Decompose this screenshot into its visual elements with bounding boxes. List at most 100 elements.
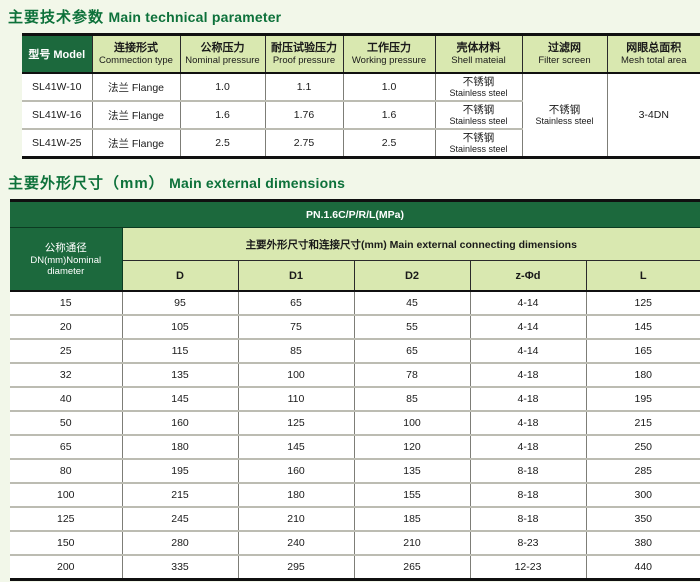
dim-cell: 120 [353, 434, 470, 459]
dim-cell: 145 [585, 314, 700, 339]
dim-cell: 8-18 [469, 482, 586, 507]
dim-cell: 155 [353, 482, 470, 507]
tech-cell: 2.5 [179, 128, 265, 158]
tech-cell: 1.0 [342, 73, 435, 101]
tech-col-header-3: 耐压试验压力 Proof pressure [264, 34, 343, 73]
dim-cell: 85 [353, 386, 470, 411]
tech-col-header-0: 型号 Model [22, 34, 92, 73]
pn-header-cell: PN.1.6C/P/R/L(MPa) [10, 200, 700, 228]
dim-cell: 440 [585, 554, 700, 580]
dim-row: 65 180 145 120 4-18 250 [10, 434, 700, 459]
dim-cell: 115 [121, 338, 238, 363]
dim-cell: 145 [237, 434, 354, 459]
dimensions-section-title: 主要外形尺寸（mm） Main external dimensions [8, 174, 700, 193]
dim-cell: 4-18 [469, 386, 586, 411]
tech-row: SL41W-16 法兰 Flange 1.6 1.76 1.6 不锈钢 Stainless … [22, 100, 700, 129]
tech-cell: SL41W-10 [22, 73, 92, 101]
pn-header-row: PN.1.6C/P/R/L(MPa) [10, 200, 700, 228]
dim-cell: 8-18 [469, 458, 586, 483]
dim-cell: 135 [121, 362, 238, 387]
tech-cell: 1.1 [264, 73, 343, 101]
dim-cell: 65 [237, 291, 354, 315]
dim-cell: 250 [585, 434, 700, 459]
dn-header-en-line1: DN(mm)Nominal [30, 254, 102, 266]
dim-cell: 105 [121, 314, 238, 339]
dn-header-zh: 公称通径 [44, 241, 87, 254]
group-header-row: 公称通径 DN(mm)Nominal diameter 主要外形尺寸和连接尺寸(… [10, 227, 700, 291]
dim-cell: 4-18 [469, 362, 586, 387]
dim-cell: 4-18 [469, 434, 586, 459]
dim-cell: 200 [10, 554, 122, 580]
tech-col-header-1: 连接形式 Commection type [91, 34, 180, 73]
dim-row: 125 245 210 185 8-18 350 [10, 506, 700, 531]
dim-cell: 4-14 [469, 338, 586, 363]
dim-row: 100 215 180 155 8-18 300 [10, 482, 700, 507]
tech-col-header-7: 网眼总面积 Mesh total area [606, 34, 700, 73]
dim-cell: 55 [353, 314, 470, 339]
dim-cell: 4-14 [469, 291, 586, 315]
tech-cell: 不锈钢 Stainless steel [434, 128, 522, 158]
tech-cell: 1.76 [264, 100, 343, 129]
dim-cell: 125 [585, 291, 700, 315]
tech-section-title: 主要技术参数 Main technical parameter [8, 8, 700, 27]
dim-cell: 185 [353, 506, 470, 531]
dim-cell: 240 [237, 530, 354, 555]
dim-cell: 180 [237, 482, 354, 507]
dim-cell: 210 [353, 530, 470, 555]
dim-cell: 12-23 [469, 554, 586, 580]
dim-cell: 265 [353, 554, 470, 580]
dim-cell: 80 [10, 458, 122, 483]
dim-cell: 135 [353, 458, 470, 483]
dim-cell: 65 [10, 434, 122, 459]
dimensions-title-en: Main external dimensions [169, 175, 346, 191]
dim-cell: 45 [353, 291, 470, 315]
tech-title-zh: 主要技术参数 [8, 9, 105, 26]
dim-col-header-3: z-Φd [469, 260, 586, 291]
connecting-dimensions-group-header: 主要外形尺寸和连接尺寸(mm) Main external connecting… [122, 227, 700, 261]
dim-cell: 180 [585, 362, 700, 387]
dim-cell: 75 [237, 314, 354, 339]
tech-cell: 法兰 Flange [91, 73, 180, 101]
dim-cell: 285 [585, 458, 700, 483]
dim-cell: 100 [10, 482, 122, 507]
tech-cell: SL41W-25 [22, 128, 92, 158]
dim-row: 15 95 65 45 4-14 125 [10, 291, 700, 315]
tech-col-header-4: 工作压力 Working pressure [342, 34, 435, 73]
dim-cell: 195 [121, 458, 238, 483]
dim-cell: 4-18 [469, 410, 586, 435]
dim-cell: 195 [585, 386, 700, 411]
dim-cell: 125 [237, 410, 354, 435]
tech-title-en: Main technical parameter [108, 9, 282, 25]
tech-cell: 1.6 [342, 100, 435, 129]
tech-cell: 1.0 [179, 73, 265, 101]
dim-row: 25 115 85 65 4-14 165 [10, 338, 700, 363]
dn-header-en-line2: diameter [47, 265, 85, 277]
dim-row: 32 135 100 78 4-18 180 [10, 362, 700, 387]
dim-cell: 8-23 [469, 530, 586, 555]
dim-cell: 40 [10, 386, 122, 411]
dim-col-header-0: D [121, 260, 238, 291]
dim-cell: 85 [237, 338, 354, 363]
dim-cell: 180 [121, 434, 238, 459]
dim-cell: 300 [585, 482, 700, 507]
dimension-columns-row: D D1 D2 z-Φd L [10, 260, 700, 291]
tech-row: SL41W-10 法兰 Flange 1.0 1.1 1.0 不锈钢 Stainless s… [22, 73, 700, 158]
dim-cell: 100 [237, 362, 354, 387]
dim-cell: 380 [585, 530, 700, 555]
dim-cell: 165 [585, 338, 700, 363]
dim-cell: 125 [10, 506, 122, 531]
tech-row: SL41W-25 法兰 Flange 2.5 2.75 2.5 不锈钢 Stainless … [22, 128, 700, 158]
tech-cell: 法兰 Flange [91, 100, 180, 129]
dim-cell: 65 [353, 338, 470, 363]
dim-row: 150 280 240 210 8-23 380 [10, 530, 700, 555]
dim-cell: 110 [237, 386, 354, 411]
dim-cell: 215 [121, 482, 238, 507]
dim-cell: 100 [353, 410, 470, 435]
dim-cell: 245 [121, 506, 238, 531]
dim-col-header-1: D1 [237, 260, 354, 291]
dim-row: 200 335 295 265 12-23 440 [10, 554, 700, 580]
tech-col-header-5: 壳体材料 Shell mateial [434, 34, 522, 73]
technical-parameter-table: 型号 Model 连接形式 Commection type 公称压力 Nominal p… [22, 33, 700, 159]
tech-header-row: 型号 Model 连接形式 Commection type 公称压力 Nominal p… [22, 34, 700, 73]
dim-col-header-2: D2 [353, 260, 470, 291]
